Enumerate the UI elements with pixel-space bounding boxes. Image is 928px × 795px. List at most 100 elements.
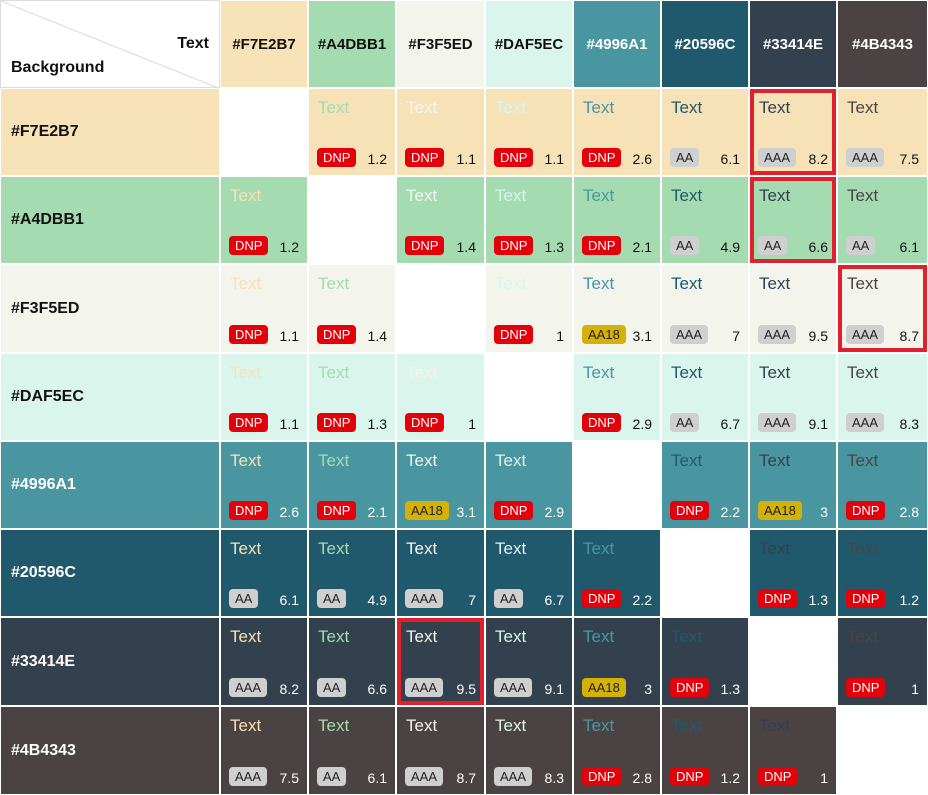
contrast-ratio: 1.2 (720, 770, 740, 786)
sample-text: Text (759, 716, 791, 735)
empty-cell (573, 441, 661, 529)
empty-cell (485, 353, 573, 441)
contrast-cell: Text DNP 2.9 (485, 441, 573, 529)
contrast-cell: Text DNP 1 (485, 264, 573, 353)
contrast-ratio: 2.2 (632, 592, 652, 608)
rating-badge: DNP (317, 413, 357, 432)
contrast-ratio: 8.3 (899, 416, 919, 432)
contrast-ratio: 7.5 (899, 151, 919, 167)
sample-text: Text (230, 274, 262, 293)
sample-text: Text (671, 451, 703, 470)
column-header: #4B4343 (837, 0, 928, 88)
contrast-cell: Text AA 6.6 (749, 176, 837, 264)
sample-text: Text (495, 98, 527, 117)
contrast-cell: Text DNP 2.6 (220, 441, 308, 529)
rating-badge: AA18 (582, 325, 626, 344)
rating-badge: DNP (582, 589, 622, 608)
contrast-ratio: 1.1 (279, 416, 299, 432)
contrast-ratio: 1.4 (367, 328, 387, 344)
rating-badge: AA (317, 678, 347, 697)
sample-text: Text (318, 274, 350, 293)
sample-text: Text (406, 451, 438, 470)
row-header: #F3F5ED (0, 264, 220, 353)
contrast-cell: Text AA 6.1 (661, 88, 749, 176)
sample-text: Text (671, 716, 703, 735)
rating-badge: DNP (670, 678, 710, 697)
rating-badge: DNP (405, 413, 445, 432)
empty-cell (661, 529, 749, 617)
contrast-cell: Text DNP 2.2 (661, 441, 749, 529)
rating-badge: DNP (229, 501, 269, 520)
sample-text: Text (671, 627, 703, 646)
contrast-cell: Text DNP 1.3 (485, 176, 573, 264)
rating-badge: DNP (846, 501, 886, 520)
sample-text: Text (671, 186, 703, 205)
contrast-ratio: 9.5 (456, 681, 476, 697)
rating-badge: AAA (405, 589, 444, 608)
contrast-cell: Text AAA 7.5 (837, 88, 928, 176)
contrast-cell: Text AAA 8.7 (396, 706, 485, 795)
rating-badge: DNP (582, 236, 622, 255)
rating-badge: DNP (846, 678, 886, 697)
contrast-ratio: 6.1 (899, 239, 919, 255)
contrast-cell: Text AAA 9.5 (396, 617, 485, 706)
contrast-ratio: 8.7 (456, 770, 476, 786)
contrast-ratio: 9.5 (808, 328, 828, 344)
contrast-cell: Text DNP 1 (749, 706, 837, 795)
contrast-cell: Text DNP 2.8 (837, 441, 928, 529)
contrast-cell: Text AA 6.1 (220, 529, 308, 617)
rating-badge: DNP (405, 236, 445, 255)
sample-text: Text (847, 186, 879, 205)
contrast-cell: Text DNP 1.4 (396, 176, 485, 264)
row-header: #4996A1 (0, 441, 220, 529)
sample-text: Text (759, 539, 791, 558)
contrast-cell: Text AAA 8.7 (837, 264, 928, 353)
rating-badge: AAA (846, 413, 885, 432)
sample-text: Text (318, 539, 350, 558)
rating-badge: DNP (494, 236, 534, 255)
contrast-ratio: 3 (820, 504, 828, 520)
contrast-ratio: 2.1 (367, 504, 387, 520)
contrast-cell: Text DNP 1 (396, 353, 485, 441)
column-header: #F7E2B7 (220, 0, 308, 88)
contrast-cell: Text DNP 1.3 (661, 617, 749, 706)
contrast-cell: Text DNP 1.1 (220, 353, 308, 441)
contrast-cell: Text DNP 1.2 (308, 88, 396, 176)
rating-badge: AAA (229, 678, 268, 697)
contrast-ratio: 1 (820, 770, 828, 786)
rating-badge: DNP (670, 767, 710, 786)
contrast-cell: Text AAA 8.2 (749, 88, 837, 176)
rating-badge: DNP (317, 325, 357, 344)
sample-text: Text (759, 451, 791, 470)
contrast-ratio: 2.2 (720, 504, 740, 520)
contrast-cell: Text DNP 1 (837, 617, 928, 706)
row-header: #F7E2B7 (0, 88, 220, 176)
empty-cell (837, 706, 928, 795)
contrast-ratio: 1.2 (367, 151, 387, 167)
sample-text: Text (583, 363, 615, 382)
rating-badge: DNP (229, 236, 269, 255)
background-axis-label: Background (11, 59, 105, 76)
contrast-ratio: 8.3 (544, 770, 564, 786)
contrast-cell: Text AAA 8.3 (485, 706, 573, 795)
rating-badge: AA (317, 767, 347, 786)
sample-text: Text (583, 186, 615, 205)
contrast-ratio: 3.1 (456, 504, 476, 520)
sample-text: Text (583, 716, 615, 735)
rating-badge: DNP (494, 501, 534, 520)
sample-text: Text (495, 539, 527, 558)
contrast-cell: Text DNP 2.1 (573, 176, 661, 264)
contrast-ratio: 6.1 (279, 592, 299, 608)
sample-text: Text (406, 98, 438, 117)
sample-text: Text (671, 274, 703, 293)
contrast-cell: Text AA18 3.1 (396, 441, 485, 529)
contrast-cell: Text AAA 8.2 (220, 617, 308, 706)
contrast-cell: Text DNP 1.2 (837, 529, 928, 617)
contrast-ratio: 1.4 (456, 239, 476, 255)
rating-badge: AA (229, 589, 259, 608)
sample-text: Text (847, 451, 879, 470)
rating-badge: DNP (846, 589, 886, 608)
contrast-ratio: 6.1 (367, 770, 387, 786)
contrast-cell: Text AAA 7.5 (220, 706, 308, 795)
contrast-cell: Text DNP 1.1 (485, 88, 573, 176)
